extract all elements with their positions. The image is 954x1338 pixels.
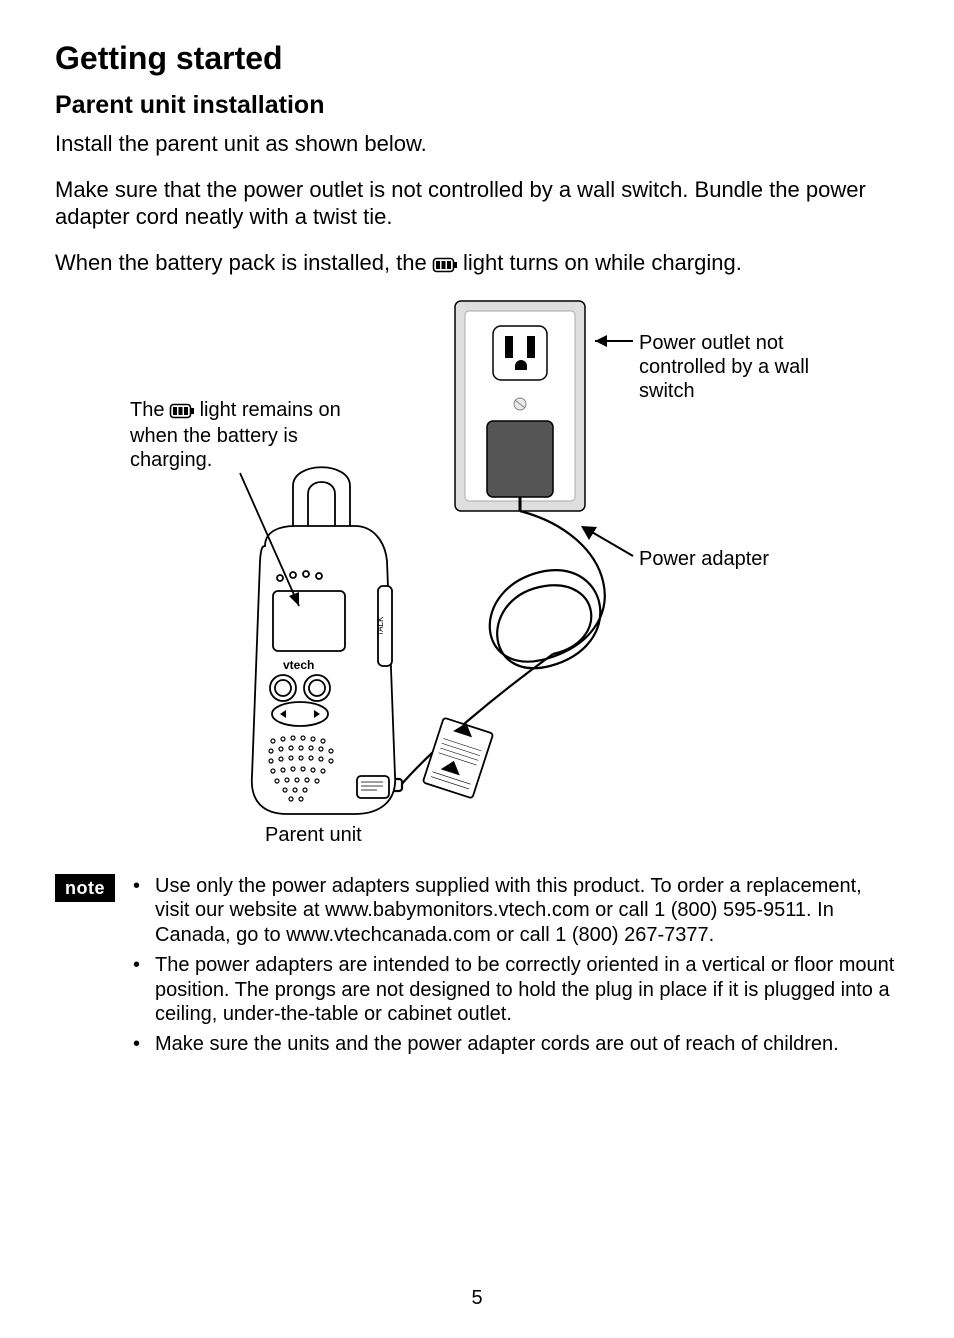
page-title: Getting started (55, 40, 899, 77)
diagram-svg: vtech TALK (55, 296, 895, 856)
note-item: Use only the power adapters supplied wit… (133, 874, 899, 947)
note-list: Use only the power adapters supplied wit… (133, 874, 899, 1063)
note-badge: note (55, 874, 115, 902)
intro-para-2: Make sure that the power outlet is not c… (55, 176, 899, 231)
device-brand-text: vtech (283, 658, 314, 672)
note-section: note Use only the power adapters supplie… (55, 874, 899, 1063)
installation-diagram: The light remains on when the battery is… (55, 296, 899, 856)
parent-unit-icon: vtech TALK (252, 467, 493, 814)
intro-para-3: When the battery pack is installed, the … (55, 249, 899, 279)
arrow-outlet (595, 335, 633, 347)
para3-text-b: light turns on while charging. (463, 250, 742, 275)
wall-outlet-icon (455, 301, 585, 511)
note-item: Make sure the units and the power adapte… (133, 1032, 899, 1056)
intro-para-1: Install the parent unit as shown below. (55, 130, 899, 158)
note-item: The power adapters are intended to be co… (133, 953, 899, 1026)
section-title: Parent unit installation (55, 91, 899, 120)
talk-label: TALK (376, 616, 385, 636)
battery-icon (433, 251, 457, 279)
page-number: 5 (0, 1287, 954, 1310)
power-cord-icon (382, 511, 605, 791)
para3-text-a: When the battery pack is installed, the (55, 250, 433, 275)
